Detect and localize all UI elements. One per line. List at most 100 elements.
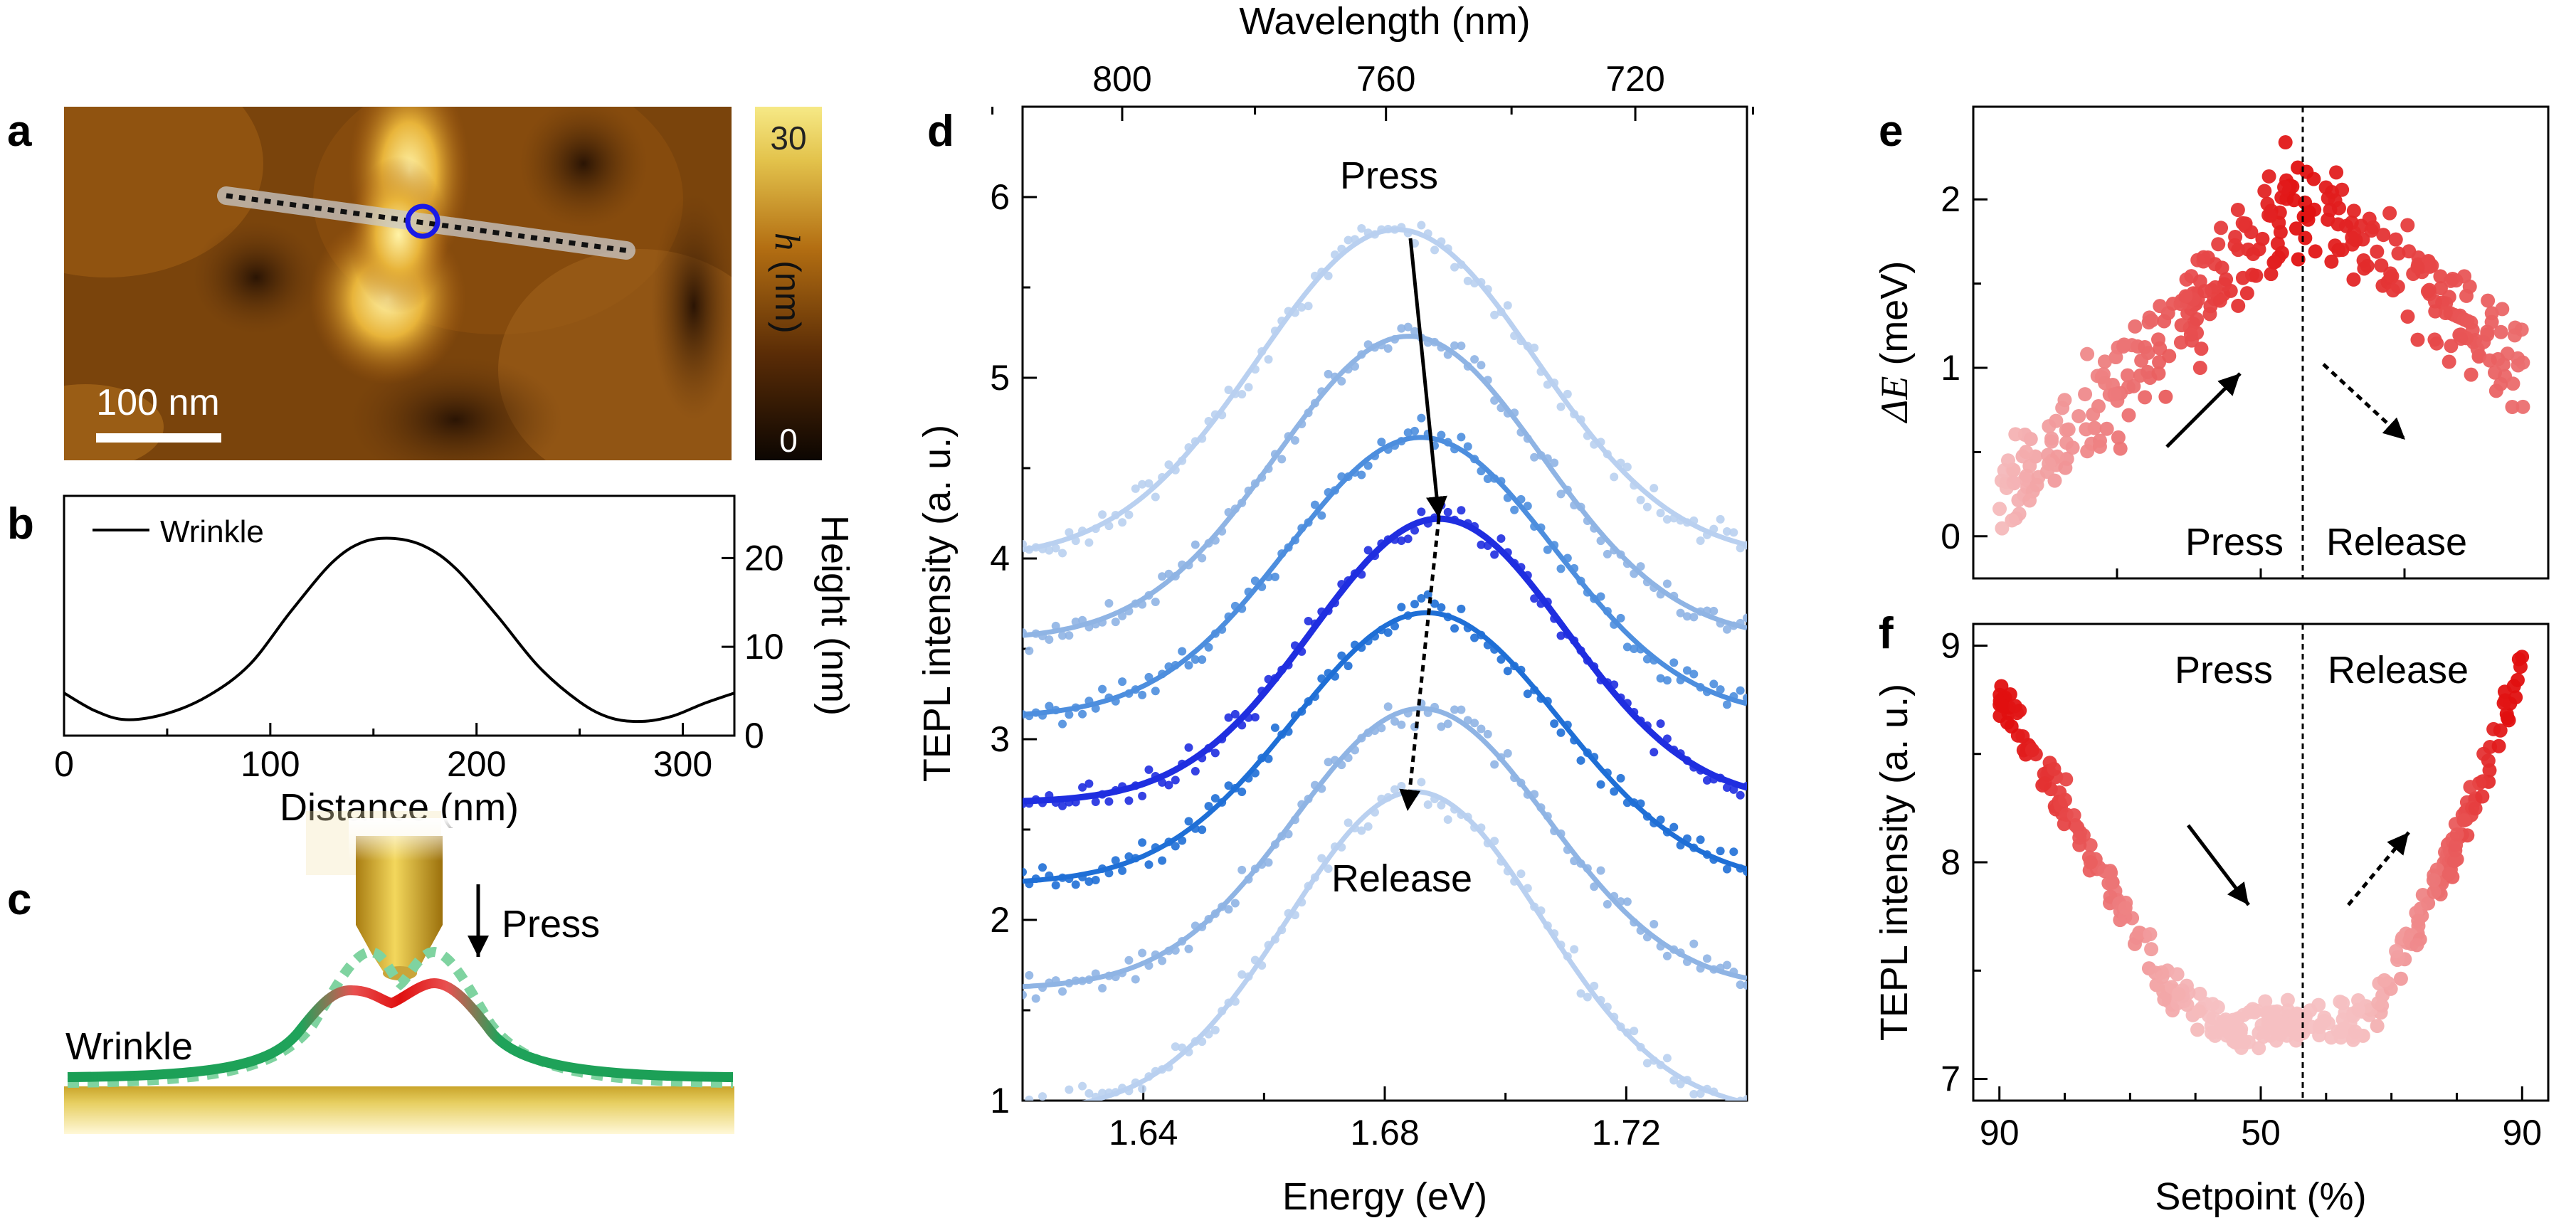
scatter-point-e xyxy=(2212,293,2227,308)
scatter-point-f xyxy=(2351,1002,2366,1017)
scatter-point-e xyxy=(2246,246,2261,261)
y-tick-label-d: 3 xyxy=(990,719,1010,759)
data-point-press-1 xyxy=(1450,263,1459,272)
data-point-release-2 xyxy=(1702,954,1711,963)
scatter-point-f xyxy=(2493,723,2508,738)
y-tick-label-b: 20 xyxy=(744,538,784,578)
scatter-point-f xyxy=(2333,1024,2348,1039)
data-point-press-3 xyxy=(1709,679,1719,689)
scatter-point-f xyxy=(2157,992,2172,1007)
scatter-point-e xyxy=(2277,180,2291,195)
scatter-point-e xyxy=(2308,244,2323,259)
scatter-point-e xyxy=(2086,407,2101,422)
scatter-point-e xyxy=(2126,378,2141,393)
data-point-press-1 xyxy=(1490,310,1499,319)
scatter-point-f xyxy=(2273,1027,2288,1042)
data-point-release-3 xyxy=(1516,869,1526,879)
scatter-point-f xyxy=(2207,1028,2222,1043)
scatter-point-e xyxy=(2235,216,2250,231)
data-point-release-1 xyxy=(1669,822,1679,832)
data-point-press-3 xyxy=(1357,470,1366,480)
data-point-peak xyxy=(1496,534,1506,543)
x-tick-label-d: 1.72 xyxy=(1592,1113,1661,1153)
data-point-release-1 xyxy=(1184,817,1193,826)
scatter-point-e xyxy=(2278,135,2293,150)
scatter-point-e xyxy=(2120,368,2135,383)
scatter-point-e xyxy=(2376,228,2391,243)
scatter-point-e xyxy=(2346,203,2361,218)
data-point-press-2 xyxy=(1457,341,1466,351)
scatter-point-e xyxy=(2044,434,2059,449)
data-point-press-3 xyxy=(1457,433,1466,442)
data-point-release-1 xyxy=(1038,863,1047,872)
scatter-point-e xyxy=(2318,180,2333,195)
scatter-point-f xyxy=(2481,753,2496,768)
y-tick-label-d: 6 xyxy=(990,177,1010,217)
data-point-peak xyxy=(1144,765,1154,774)
data-point-peak xyxy=(1171,775,1180,785)
scatter-point-f xyxy=(2144,942,2159,957)
scatter-point-e xyxy=(2196,250,2211,265)
tepl-setpoint-chart: 7 8 9 90 50 90 Press Release Setpoint (%) TEP… xyxy=(1873,623,2550,1218)
data-point-press-1 xyxy=(1065,528,1074,537)
data-point-press-2 xyxy=(1065,631,1074,640)
plot-frame-b xyxy=(63,494,736,737)
data-point-press-1 xyxy=(1636,495,1645,504)
data-point-release-1 xyxy=(1051,881,1060,890)
data-point-peak xyxy=(1058,801,1067,810)
panel-label-d: d xyxy=(927,107,954,156)
data-point-peak xyxy=(1230,709,1240,719)
scatter-point-e xyxy=(2107,387,2122,402)
data-point-release-3 xyxy=(1583,992,1592,1002)
scatter-point-e xyxy=(2481,293,2496,308)
data-point-press-2 xyxy=(1477,361,1486,370)
data-point-peak xyxy=(1224,713,1233,722)
data-point-press-3 xyxy=(1184,661,1193,670)
x-tick-label-f: 50 xyxy=(2241,1113,2281,1153)
scatter-point-f xyxy=(2513,660,2528,674)
data-point-press-1 xyxy=(1610,472,1619,482)
release-arrow-f xyxy=(2347,831,2410,906)
data-point-release-2 xyxy=(1383,702,1393,711)
scatter-point-e xyxy=(2357,261,2372,276)
afm-line-cut xyxy=(226,193,627,253)
scatter-point-f xyxy=(2446,854,2461,869)
scatter-point-f xyxy=(2508,690,2523,705)
scatter-point-e xyxy=(2078,387,2093,402)
data-point-release-3 xyxy=(1417,778,1426,787)
scatter-point-e xyxy=(2410,332,2425,347)
release-annotation-f: Release xyxy=(2328,649,2469,692)
scatter-point-e xyxy=(2264,267,2279,282)
data-point-press-1 xyxy=(1058,549,1067,558)
data-point-press-1 xyxy=(1417,221,1426,230)
data-point-press-3 xyxy=(1377,438,1386,447)
data-point-press-3 xyxy=(1191,655,1200,664)
fit-line-press-1 xyxy=(1023,227,1747,553)
panel-label-a: a xyxy=(7,107,32,156)
data-point-release-3 xyxy=(1423,800,1432,810)
data-point-release-2 xyxy=(1023,990,1027,1000)
data-point-release-2 xyxy=(1131,975,1140,984)
data-point-release-3 xyxy=(1397,781,1406,790)
scatter-point-e xyxy=(2286,193,2301,208)
scatter-point-e xyxy=(2464,315,2479,330)
data-point-peak xyxy=(1363,546,1373,555)
scatter-point-f xyxy=(2236,1034,2251,1049)
scatter-point-f xyxy=(2442,867,2456,881)
scatter-point-e xyxy=(2462,279,2477,294)
scatter-point-e xyxy=(2080,444,2095,459)
scatter-point-e xyxy=(2422,259,2437,274)
y-tick-label-b: 10 xyxy=(744,627,784,667)
scatter-point-e xyxy=(2257,184,2272,198)
data-point-release-3 xyxy=(1324,864,1333,874)
data-point-press-3 xyxy=(1483,474,1492,483)
data-point-release-2 xyxy=(1443,719,1452,729)
data-point-press-1 xyxy=(1556,402,1566,411)
data-point-release-2 xyxy=(1184,944,1193,953)
press-annotation-e: Press xyxy=(2185,521,2284,563)
data-point-press-3 xyxy=(1642,655,1652,664)
scatter-point-e xyxy=(2476,334,2491,349)
data-point-release-1 xyxy=(1111,856,1120,865)
scatter-point-f xyxy=(2221,1020,2236,1035)
